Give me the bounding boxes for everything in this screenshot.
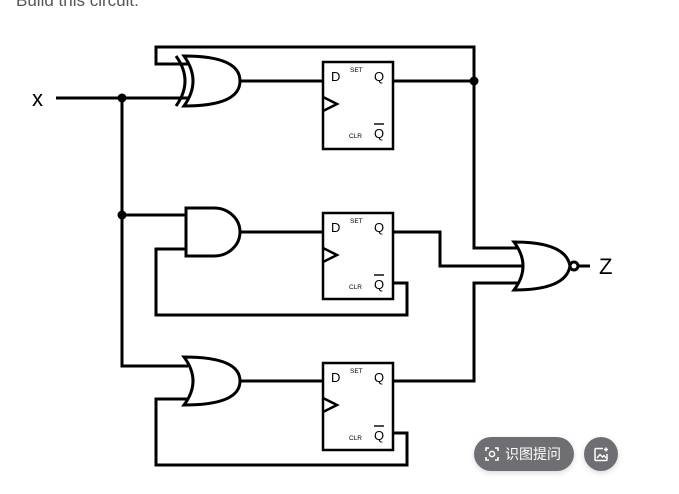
image-edit-icon [593,446,610,463]
scan-icon [484,446,500,462]
ff-qbar-label: Q [374,428,384,443]
junction-dot [469,76,479,86]
output-z-label: Z [599,254,612,279]
ff-qbar-label: Q [374,126,384,141]
wire-q3bar-feedback [154,397,409,467]
or-gate [181,355,242,407]
wire-q1-feedback [154,45,476,81]
d-flip-flop-1: D SET Q CLR Q [321,60,395,151]
ff-d-label: D [331,69,340,84]
image-edit-button[interactable] [584,437,618,471]
d-flip-flop-3: D SET Q CLR Q [321,361,395,452]
nor-gate [511,240,580,292]
ff-qbar-label: Q [374,277,384,292]
wire-x-bus [120,98,188,368]
input-x-label: x [32,86,43,111]
ff-q-label: Q [374,69,384,84]
wire-q3 [393,281,524,383]
wires [56,45,590,467]
ff-q-label: Q [374,370,384,385]
ff-q-label: Q [374,220,384,235]
problem-prompt: Build this circuit. [16,0,139,10]
ff-clr-label: CLR [349,284,362,291]
ff-set-label: SET [350,218,363,225]
ff-clr-label: CLR [349,435,362,442]
ff-set-label: SET [350,67,363,74]
ff-clr-label: CLR [349,133,362,140]
ff-set-label: SET [350,368,363,375]
ask-about-image-button[interactable]: 识图提问 [474,437,574,471]
ask-about-image-label: 识图提问 [505,446,561,462]
wire-q2bar-feedback [154,247,409,317]
and-gate [184,206,242,258]
xor-gate [174,54,242,108]
junction-dot [117,210,127,220]
wire-q2 [393,230,526,268]
wire-q1 [393,79,524,250]
ff-d-label: D [331,370,340,385]
junction-dot [117,93,127,103]
d-flip-flop-2: D SET Q CLR Q [321,211,395,301]
ff-d-label: D [331,220,340,235]
